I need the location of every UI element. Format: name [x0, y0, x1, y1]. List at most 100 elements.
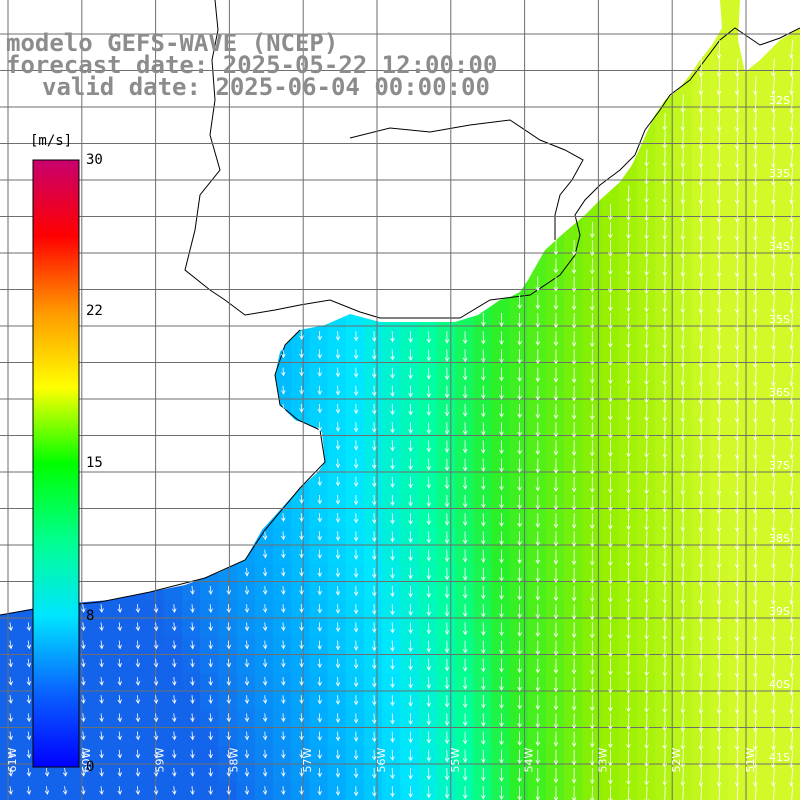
- wind-arrow: [335, 531, 341, 542]
- wind-arrow: [535, 331, 541, 346]
- wind-arrow: [662, 640, 667, 659]
- field-cell: [673, 637, 693, 656]
- field-cell: [491, 509, 511, 529]
- wind-arrow: [81, 713, 86, 723]
- wind-arrow: [716, 367, 722, 387]
- wind-arrow: [226, 585, 232, 595]
- wind-arrow: [81, 731, 86, 741]
- wind-arrow: [335, 331, 341, 341]
- wind-arrow: [299, 749, 304, 759]
- wind-arrow: [789, 76, 794, 96]
- wind-arrow: [517, 604, 522, 619]
- wind-arrow: [644, 567, 649, 586]
- wind-arrow: [662, 221, 667, 240]
- wind-arrow: [771, 731, 776, 751]
- field-cell: [364, 618, 383, 638]
- wind-arrow: [81, 695, 86, 704]
- field-cell: [327, 473, 347, 492]
- title-forecast-date: forecast date: 2025-05-22 12:00:00: [6, 51, 498, 79]
- wind-arrow: [626, 622, 631, 640]
- field-cell: [582, 655, 602, 674]
- wind-arrow: [734, 713, 740, 733]
- field-cell: [600, 546, 620, 565]
- wind-arrow: [789, 494, 794, 514]
- wind-arrow: [734, 312, 740, 332]
- wind-arrow: [481, 531, 486, 545]
- wind-arrow: [608, 276, 613, 294]
- field-cell: [455, 637, 474, 656]
- field-cell: [345, 673, 365, 693]
- wind-arrow: [734, 76, 740, 96]
- wind-arrow: [26, 749, 32, 759]
- wind-arrow: [789, 403, 794, 423]
- wind-arrow: [499, 640, 504, 655]
- field-cell: [345, 546, 365, 565]
- field-cell: [327, 527, 347, 547]
- field-cell: [637, 673, 656, 693]
- field-cell: [491, 327, 511, 347]
- field-cell: [637, 728, 656, 747]
- wind-arrow: [353, 422, 359, 433]
- wind-arrow: [117, 658, 122, 668]
- field-cell: [509, 600, 529, 620]
- wind-arrow: [680, 185, 686, 205]
- wind-arrow: [499, 349, 504, 364]
- wind-arrow: [753, 604, 758, 624]
- field-cell: [400, 382, 420, 401]
- wind-arrow: [8, 786, 13, 795]
- field-cell: [436, 382, 456, 401]
- wind-arrow: [262, 658, 268, 668]
- wind-arrow: [99, 767, 104, 777]
- wind-arrow: [662, 604, 667, 623]
- field-cell: [655, 145, 674, 165]
- field-cell: [345, 364, 365, 383]
- wind-arrow: [753, 349, 758, 369]
- field-cell: [309, 582, 329, 602]
- wind-arrow: [499, 786, 504, 800]
- wind-arrow: [190, 749, 195, 759]
- wind-arrow: [481, 695, 486, 709]
- wind-arrow: [281, 585, 286, 595]
- wind-arrow: [535, 349, 541, 365]
- wind-arrow: [299, 549, 304, 559]
- wind-arrow: [644, 585, 649, 604]
- field-cell: [673, 455, 693, 474]
- wind-arrow: [226, 640, 232, 650]
- field-cell: [418, 364, 438, 383]
- field-cell: [582, 546, 602, 565]
- field-cell: [473, 345, 492, 365]
- field-cell: [782, 600, 800, 620]
- wind-arrow: [444, 513, 450, 526]
- field-cell: [673, 527, 693, 547]
- wind-arrow: [716, 349, 722, 369]
- wind-arrow: [426, 749, 432, 762]
- field-cell: [382, 673, 401, 693]
- field-cell: [400, 709, 420, 729]
- wind-arrow: [426, 403, 432, 417]
- wind-arrow: [662, 531, 667, 550]
- wind-arrow: [226, 695, 232, 705]
- wind-arrow: [408, 731, 413, 744]
- field-cell: [564, 673, 583, 693]
- field-cell: [400, 564, 420, 583]
- wind-arrow: [571, 549, 577, 566]
- field-cell: [564, 746, 583, 765]
- field-cell: [400, 582, 420, 602]
- field-cell: [400, 436, 420, 456]
- field-cell: [455, 364, 474, 383]
- wind-arrow: [644, 403, 649, 422]
- wind-arrow: [734, 731, 740, 751]
- field-cell: [364, 637, 383, 656]
- field-cell: [509, 436, 529, 456]
- wind-arrow: [589, 567, 595, 584]
- field-cell: [582, 582, 602, 602]
- wind-arrow: [390, 786, 395, 798]
- wind-arrow: [371, 494, 377, 506]
- wind-arrow: [626, 513, 631, 531]
- field-cell: [600, 327, 620, 347]
- field-cell: [600, 236, 620, 256]
- field-cell: [473, 600, 492, 620]
- wind-arrow: [789, 749, 794, 769]
- wind-arrow: [408, 658, 413, 671]
- wind-arrow: [680, 658, 686, 678]
